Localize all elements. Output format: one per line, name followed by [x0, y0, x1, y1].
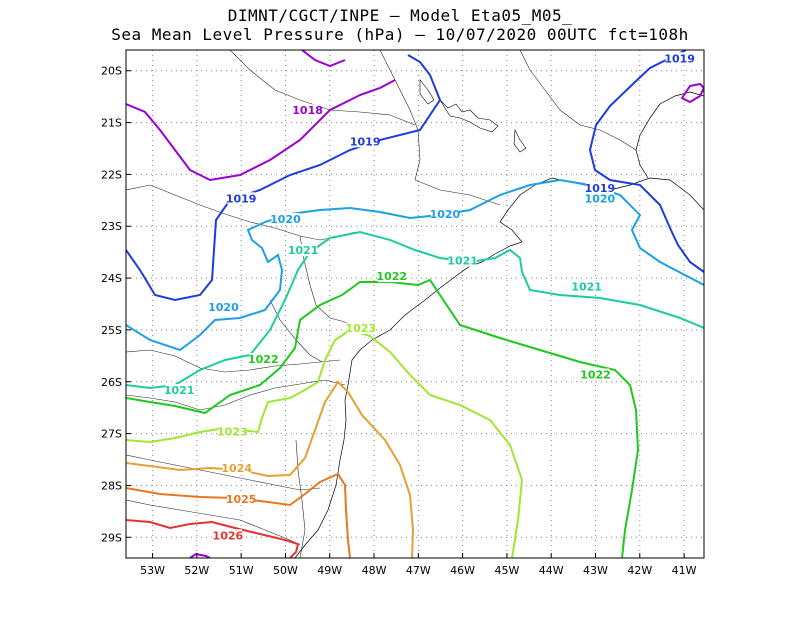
contour-1018-b	[301, 50, 346, 68]
contour-label-bg	[271, 213, 300, 226]
contour-label: 1019	[664, 52, 695, 65]
lat-tick-label: 25S	[101, 324, 122, 337]
contour-label: 1023	[345, 322, 376, 335]
contour-label: 1022	[248, 353, 279, 366]
contour-label-bg	[448, 254, 477, 267]
axis-ticks: 53W 52W 51W 50W 49W 48W 47W 46W 45W 44W 43W 42W 41W 2…	[101, 65, 697, 577]
lat-tick-label: 28S	[101, 479, 122, 492]
contour-label: 1019	[585, 182, 616, 195]
contour-1021	[126, 230, 704, 390]
lon-tick-label: 43W	[583, 564, 608, 577]
contour-label: 1020	[585, 192, 616, 205]
contour-label-bg	[585, 192, 614, 205]
contour-label-bg	[218, 425, 247, 438]
contour-label-bg	[289, 244, 318, 257]
contour-label-bg	[293, 104, 322, 117]
contour-label-bg	[165, 384, 194, 397]
contour-1022	[126, 278, 640, 558]
contour-label: 1020	[430, 208, 461, 221]
contour-1026-b	[189, 552, 211, 558]
contour-1019	[126, 54, 442, 302]
contour-1019-b	[588, 50, 704, 273]
contour-label-bg	[227, 192, 256, 205]
lon-tick-label: 52W	[184, 564, 209, 577]
contour-label-bg	[585, 181, 614, 194]
title-line-2: Sea Mean Level Pressure (hPa) – 10/07/20…	[111, 25, 689, 44]
lon-tick-label: 47W	[406, 564, 431, 577]
lon-tick-label: 46W	[450, 564, 475, 577]
lon-tick-label: 42W	[627, 564, 652, 577]
contour-label: 1021	[447, 255, 478, 268]
contour-1026	[126, 519, 300, 558]
contour-label-bg	[572, 280, 601, 293]
contour-1025	[126, 472, 351, 558]
lat-tick-label: 20S	[101, 65, 122, 78]
lat-tick-label: 23S	[101, 220, 122, 233]
lat-tick-label: 21S	[101, 117, 122, 130]
contour-label: 1021	[164, 384, 195, 397]
contour-label-bg	[346, 321, 375, 334]
contour-label: 1021	[288, 244, 319, 257]
contour-1024	[126, 380, 415, 558]
contour-label-bg	[351, 135, 380, 148]
contour-label: 1019	[226, 192, 257, 205]
contour-label: 1021	[571, 280, 602, 293]
contour-label: 1019	[350, 135, 381, 148]
contour-label-bg	[209, 301, 238, 314]
contour-1023	[126, 328, 524, 558]
contour-label-bg	[377, 270, 406, 283]
contour-label-bg	[213, 529, 242, 542]
contour-label-bg	[222, 461, 251, 474]
contour-label: 1026	[213, 529, 244, 542]
contour-label: 1020	[270, 213, 301, 226]
lon-tick-label: 44W	[539, 564, 564, 577]
contour-label-bg	[581, 368, 610, 381]
contour-1018-c	[680, 82, 704, 104]
state-borders	[126, 50, 637, 558]
lon-tick-label: 41W	[672, 564, 697, 577]
contour-label: 1022	[376, 270, 407, 283]
rivers-lakes	[419, 79, 527, 153]
lon-tick-label: 53W	[140, 564, 165, 577]
contour-label: 1018	[292, 104, 323, 117]
lat-tick-label: 29S	[101, 531, 122, 544]
plot-frame	[125, 49, 705, 559]
lat-tick-label: 26S	[101, 376, 122, 389]
contour-label: 1022	[580, 369, 611, 382]
lon-tick-label: 48W	[362, 564, 387, 577]
contour-label: 1025	[226, 493, 257, 506]
contour-label: 1023	[217, 426, 248, 439]
lat-tick-label: 24S	[101, 272, 122, 285]
lon-tick-label: 45W	[494, 564, 519, 577]
contour-label: 1024	[221, 462, 252, 475]
contour-label-bg	[249, 353, 278, 366]
contour-label: 1020	[208, 301, 239, 314]
contour-label-bg	[430, 207, 459, 220]
contour-1018	[126, 79, 396, 182]
contour-label-bg	[665, 52, 694, 65]
lon-tick-label: 49W	[317, 564, 342, 577]
lon-tick-label: 50W	[273, 564, 298, 577]
title-line-1: DIMNT/CGCT/INPE – Model Eta05_M05_	[227, 6, 573, 25]
pressure-contours	[126, 50, 704, 558]
lat-tick-label: 27S	[101, 428, 122, 441]
contour-1020	[126, 178, 704, 352]
lon-tick-label: 51W	[229, 564, 254, 577]
contour-label-bg	[227, 492, 256, 505]
lat-tick-label: 22S	[101, 168, 122, 181]
